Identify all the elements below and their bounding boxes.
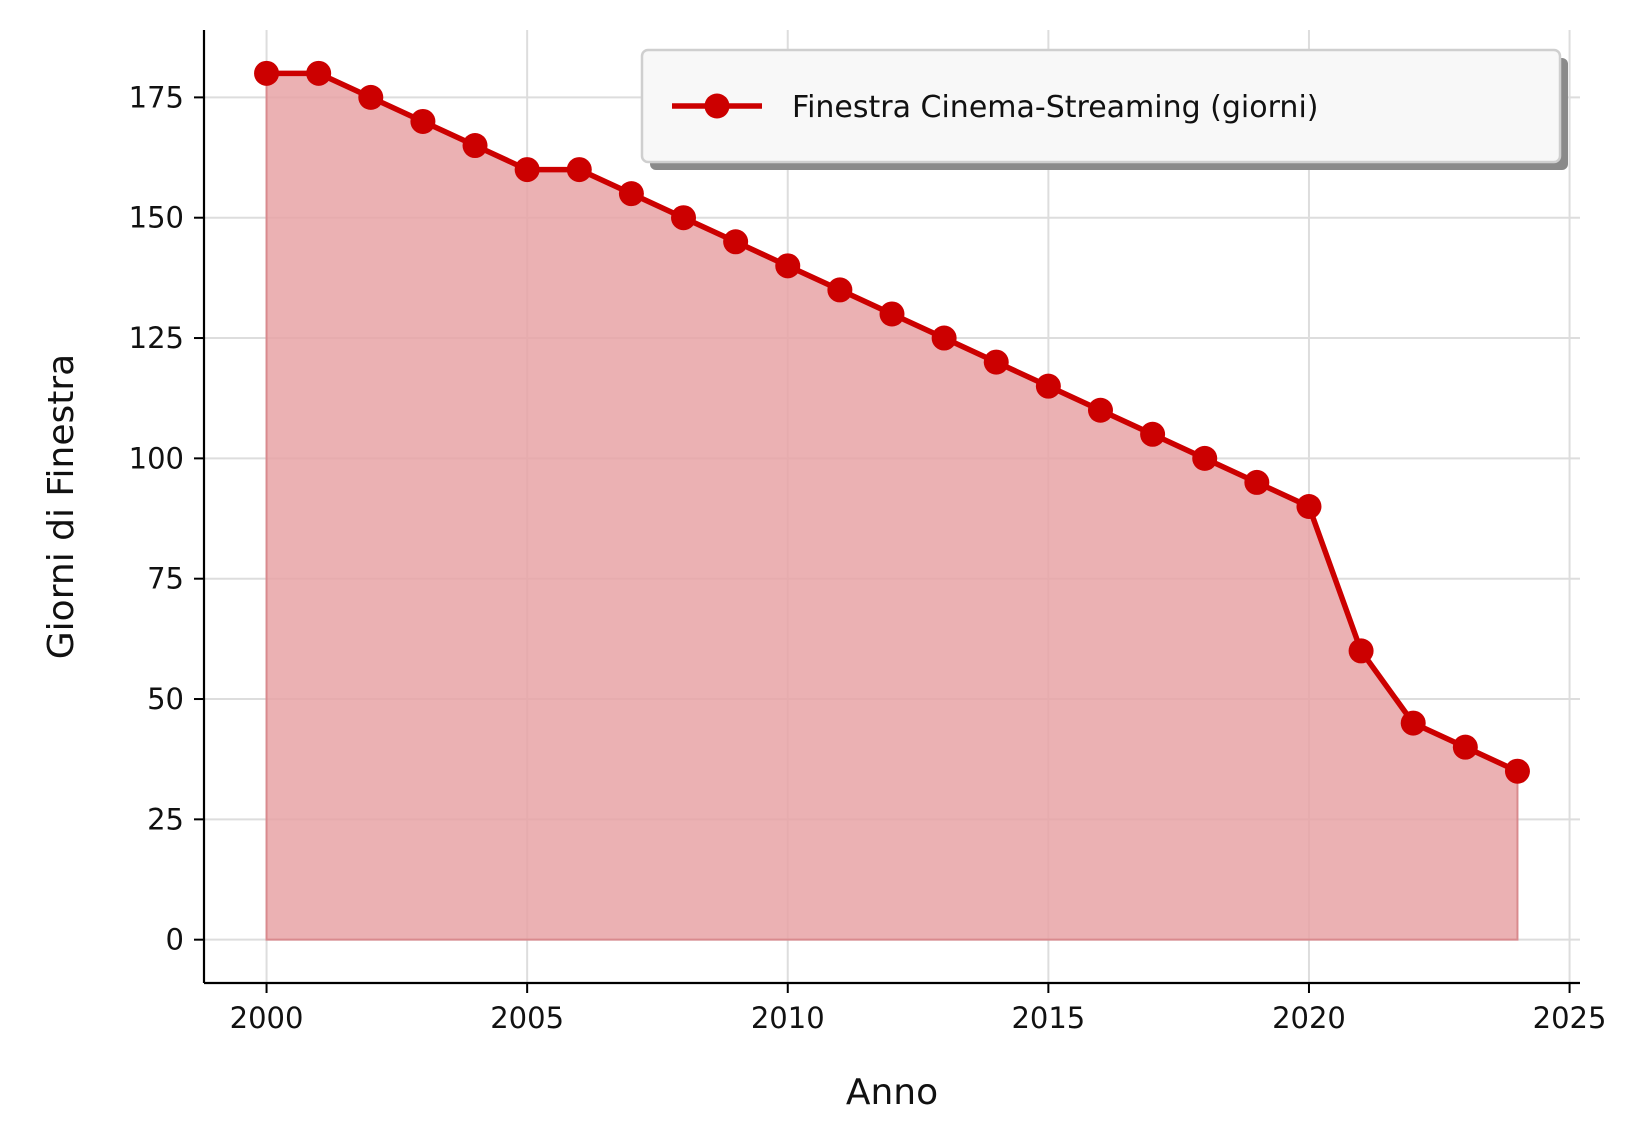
legend-label: Finestra Cinema-Streaming (giorni) (792, 90, 1318, 125)
data-point (1244, 469, 1270, 495)
data-point (1035, 373, 1061, 399)
x-axis-ticks: 2000 2005 2010 2015 2020 2025 (230, 983, 1607, 1035)
data-point (306, 60, 332, 86)
data-point (775, 253, 801, 279)
data-point (1348, 638, 1374, 664)
data-point (931, 325, 957, 351)
data-point (358, 84, 384, 110)
data-point (1087, 397, 1113, 423)
y-tick-label: 150 (129, 201, 184, 235)
data-point (410, 108, 436, 134)
y-tick-label: 25 (147, 802, 184, 836)
data-point (254, 60, 280, 86)
data-point (879, 301, 905, 327)
x-axis-title: Anno (846, 1072, 938, 1113)
legend: Finestra Cinema-Streaming (giorni) (640, 48, 1568, 170)
data-point (514, 157, 540, 183)
data-point (1192, 445, 1218, 471)
data-point (1452, 734, 1478, 760)
data-point (1504, 758, 1530, 784)
x-tick-label: 2010 (751, 1001, 825, 1035)
x-tick-label: 2005 (490, 1001, 564, 1035)
y-tick-label: 100 (129, 441, 184, 475)
legend-marker-swatch (704, 93, 730, 119)
x-tick-label: 2000 (230, 1001, 304, 1035)
data-point (827, 277, 853, 303)
y-tick-label: 0 (166, 923, 184, 957)
y-tick-label: 50 (147, 682, 184, 716)
data-point (566, 157, 592, 183)
y-tick-label: 125 (129, 321, 184, 355)
data-point (1400, 710, 1426, 736)
data-point (1296, 494, 1322, 519)
data-point (618, 181, 644, 207)
y-tick-label: 75 (147, 562, 184, 596)
data-point (983, 349, 1009, 375)
axes (202, 30, 1580, 985)
legend-box (640, 48, 1562, 164)
y-axis-title: Giorni di Finestra (41, 354, 82, 659)
data-point (462, 133, 488, 159)
data-point (671, 205, 697, 231)
data-point (1140, 421, 1166, 447)
x-tick-label: 2015 (1011, 1001, 1085, 1035)
x-tick-label: 2020 (1272, 1001, 1346, 1035)
y-tick-label: 175 (129, 80, 184, 114)
data-point-layer (254, 60, 1530, 784)
x-tick-label: 2025 (1533, 1001, 1607, 1035)
y-axis-ticks: 0 25 50 75 100 125 150 175 (129, 80, 204, 957)
data-point (723, 229, 749, 255)
